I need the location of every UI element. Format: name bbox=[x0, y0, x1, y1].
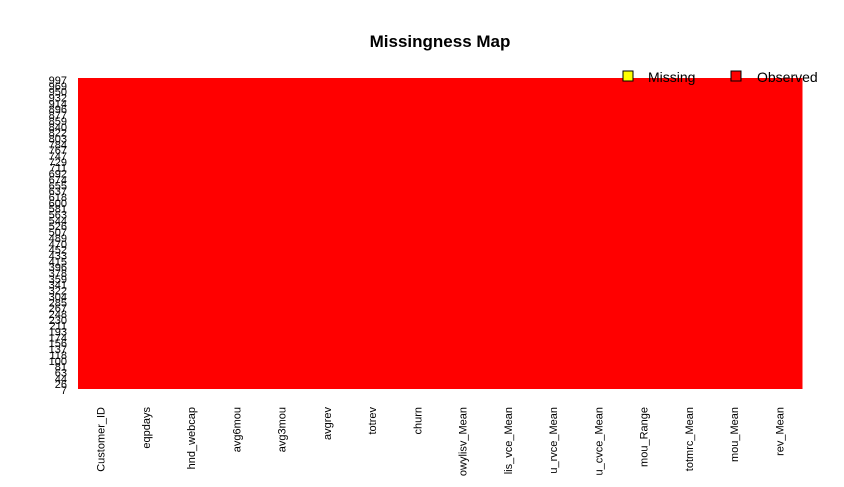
row-label: 674 bbox=[49, 174, 67, 186]
row-label: 877 bbox=[49, 110, 67, 122]
row-label: 452 bbox=[49, 245, 67, 257]
column-label-avgrev: avgrev bbox=[322, 407, 334, 441]
plot-area bbox=[78, 78, 803, 389]
observed-cell-totmrc_Mean bbox=[666, 78, 712, 389]
observed-cell-avgrev bbox=[304, 78, 350, 389]
observed-cell-hnd_webcap bbox=[168, 78, 215, 389]
legend-observed-swatch bbox=[730, 70, 742, 82]
column-label-u_cvce_Mean: u_cvce_Mean bbox=[593, 407, 605, 476]
observed-cell-avg3mou bbox=[259, 78, 305, 389]
row-label: 507 bbox=[49, 227, 67, 239]
column-label-hnd_webcap: hnd_webcap bbox=[186, 407, 198, 469]
column-label-mou_Range: mou_Range bbox=[639, 407, 651, 467]
row-label: 433 bbox=[49, 250, 67, 262]
observed-cell-Customer_ID bbox=[78, 78, 124, 389]
row-label: 859 bbox=[49, 116, 67, 128]
row-label: 563 bbox=[49, 210, 67, 222]
row-label: 840 bbox=[49, 122, 67, 134]
legend: Missing Observed bbox=[622, 69, 818, 85]
column-label-lis_vce_Mean: lis_vce_Mean bbox=[503, 407, 515, 474]
row-label: 304 bbox=[49, 291, 67, 303]
row-label: 100 bbox=[49, 356, 67, 368]
row-label: 118 bbox=[49, 350, 67, 362]
row-label: 378 bbox=[49, 268, 67, 280]
row-label: 600 bbox=[49, 198, 67, 210]
row-label: 950 bbox=[49, 87, 67, 99]
row-label: 896 bbox=[49, 104, 67, 116]
legend-observed-label: Observed bbox=[757, 69, 818, 85]
column-label-totmrc_Mean: totmrc_Mean bbox=[684, 407, 696, 471]
legend-missing-swatch bbox=[622, 70, 634, 82]
row-label: 470 bbox=[49, 239, 67, 251]
row-label: 285 bbox=[49, 297, 67, 309]
row-label: 692 bbox=[49, 169, 67, 181]
x-axis-column-labels: Customer_ID eqpdays hnd_webcap avg6mou avg3m… bbox=[96, 407, 787, 477]
column-label-u_rvce_Mean: u_rvce_Mean bbox=[548, 407, 560, 474]
row-label: 63 bbox=[55, 367, 67, 379]
row-label: 359 bbox=[49, 274, 67, 286]
row-label: 193 bbox=[49, 327, 67, 339]
row-label: 248 bbox=[49, 309, 67, 321]
legend-missing-label: Missing bbox=[648, 69, 695, 85]
row-label: 322 bbox=[49, 286, 67, 298]
column-label-avg3mou: avg3mou bbox=[277, 407, 289, 452]
row-label: 396 bbox=[49, 262, 67, 274]
row-label: 711 bbox=[49, 163, 67, 175]
observed-cell-u_cvce_Mean bbox=[575, 78, 622, 389]
row-label: 747 bbox=[49, 151, 67, 163]
row-label: 997 bbox=[49, 75, 67, 87]
row-label: 230 bbox=[49, 315, 67, 327]
column-label-owylisv_Mean: owylisv_Mean bbox=[458, 407, 470, 476]
row-label: 267 bbox=[49, 303, 67, 315]
observed-cell-churn bbox=[394, 78, 441, 389]
row-label: 969 bbox=[49, 81, 67, 93]
row-label: 932 bbox=[49, 93, 67, 105]
row-label: 581 bbox=[49, 204, 67, 216]
observed-cell-owylisv_Mean bbox=[440, 78, 486, 389]
row-label: 489 bbox=[49, 233, 67, 245]
row-label: 415 bbox=[49, 256, 67, 268]
row-label: 767 bbox=[49, 145, 67, 157]
row-label: 341 bbox=[49, 280, 67, 292]
y-axis-row-labels: 9979699509329148968778598408228037847677… bbox=[49, 75, 67, 397]
row-label: 618 bbox=[49, 192, 67, 204]
column-label-mou_Mean: mou_Mean bbox=[729, 407, 741, 462]
row-label: 822 bbox=[49, 128, 67, 140]
row-label: 637 bbox=[49, 186, 67, 198]
row-label: 544 bbox=[49, 215, 67, 227]
row-label: 174 bbox=[49, 332, 67, 344]
row-label: 784 bbox=[49, 139, 67, 151]
column-label-eqpdays: eqpdays bbox=[141, 407, 153, 449]
row-label: 211 bbox=[49, 321, 67, 333]
observed-cell-avg6mou bbox=[213, 78, 260, 389]
observed-cell-mou_Mean bbox=[711, 78, 758, 389]
row-label: 156 bbox=[49, 338, 67, 350]
row-label: 81 bbox=[55, 362, 67, 374]
column-label-Customer_ID: Customer_ID bbox=[96, 407, 108, 472]
observed-cell-u_rvce_Mean bbox=[530, 78, 577, 389]
column-label-totrev: totrev bbox=[367, 407, 379, 435]
row-label: 914 bbox=[49, 98, 67, 110]
row-label: 803 bbox=[49, 133, 67, 145]
column-label-avg6mou: avg6mou bbox=[231, 407, 243, 452]
observed-cell-totrev bbox=[349, 78, 396, 389]
observed-cell-lis_vce_Mean bbox=[485, 78, 531, 389]
row-label: 526 bbox=[49, 221, 67, 233]
chart-title: Missingness Map bbox=[370, 32, 511, 51]
row-label: 729 bbox=[49, 157, 67, 169]
row-label: 44 bbox=[55, 373, 67, 385]
row-label: 655 bbox=[49, 180, 67, 192]
observed-cell-mou_Range bbox=[621, 78, 667, 389]
row-label: 26 bbox=[55, 379, 67, 391]
row-label: 137 bbox=[49, 344, 67, 356]
column-label-churn: churn bbox=[412, 407, 424, 435]
observed-cell-rev_Mean bbox=[756, 78, 803, 389]
observed-cell-eqpdays bbox=[123, 78, 169, 389]
column-label-rev_Mean: rev_Mean bbox=[774, 407, 786, 456]
row-label: 7 bbox=[61, 385, 67, 397]
